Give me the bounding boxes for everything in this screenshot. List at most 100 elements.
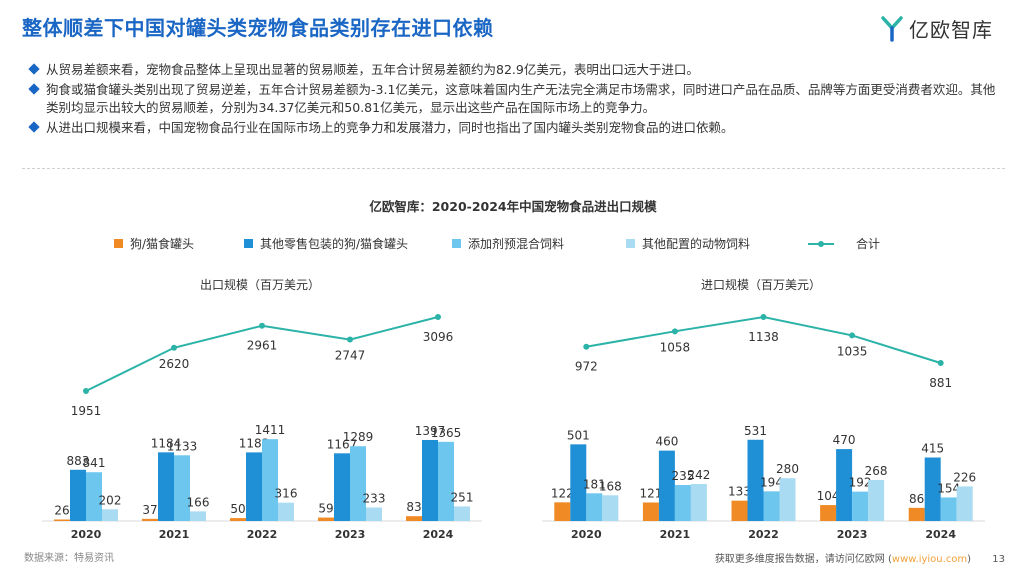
- bar-value-label: 1365: [431, 426, 462, 440]
- bar-value-label: 415: [921, 442, 944, 456]
- bar: [70, 469, 86, 521]
- bar: [868, 479, 885, 521]
- bar: [422, 439, 438, 521]
- bar: [690, 483, 707, 521]
- bar-value-label: 86: [909, 492, 924, 506]
- chart-subtitle: 进口规模（百万美元）: [701, 277, 821, 292]
- bar-value-label: 470: [833, 433, 856, 447]
- bar-value-label: 122: [551, 486, 574, 500]
- bar-value-label: 194: [760, 475, 783, 489]
- bar: [158, 452, 174, 521]
- legend-swatch: [114, 239, 123, 248]
- bullet-text: 从进出口规模来看，中国宠物食品行业在国际市场上的竞争力和发展潜力，同时也指出了国…: [46, 120, 734, 135]
- x-tick-label: 2023: [837, 528, 868, 541]
- total-point: [671, 328, 678, 335]
- bar: [779, 478, 796, 521]
- total-value-label: 1138: [748, 330, 779, 344]
- total-point: [347, 336, 353, 343]
- bar: [406, 516, 422, 521]
- bar-value-label: 233: [363, 491, 386, 505]
- bar-value-label: 104: [817, 489, 840, 503]
- bar: [102, 509, 118, 521]
- bar-value-label: 460: [655, 435, 678, 449]
- logo-text: 亿欧智库: [909, 18, 993, 42]
- total-point: [937, 360, 944, 366]
- x-tick-label: 2021: [660, 528, 691, 541]
- bar-value-label: 59: [318, 502, 333, 516]
- bar: [940, 497, 957, 521]
- x-tick-label: 2024: [925, 528, 956, 541]
- bar-value-label: 50: [230, 502, 245, 516]
- bar: [731, 500, 748, 521]
- total-value-label: 2747: [335, 349, 366, 363]
- bar: [908, 507, 925, 521]
- bar-value-label: 192: [849, 476, 872, 490]
- bar: [142, 518, 158, 521]
- total-value-label: 2620: [159, 357, 190, 371]
- total-value-label: 1951: [71, 404, 102, 418]
- bar: [570, 444, 587, 521]
- x-tick-label: 2022: [748, 528, 779, 541]
- bar-value-label: 1167: [327, 437, 358, 451]
- total-value-label: 1058: [660, 340, 691, 354]
- yiou-logo-icon: [881, 15, 903, 42]
- bar: [454, 506, 470, 521]
- bullet-item: 从进出口规模来看，中国宠物食品行业在国际市场上的竞争力和发展潜力，同时也指出了国…: [28, 119, 1005, 137]
- chart-legend: 狗/猫食罐头 其他零售包装的狗/猫食罐头 添加剂预混合饲料 其他配置的动物饲料 合计: [114, 236, 880, 251]
- bar: [674, 485, 691, 521]
- bullet-list: 从贸易差额来看，宠物食品整体上呈现出显著的贸易顺差，五年合计贸易差额约为82.9…: [28, 61, 1005, 139]
- legend-swatch: [626, 239, 635, 248]
- footer-text: 获取更多维度报告数据，请访问亿欧网 (: [714, 554, 892, 565]
- legend-marker: [818, 241, 824, 247]
- chart-area: 亿欧智库：2020-2024年中国宠物食品进出口规模 狗/猫食罐头 其他零售包装的…: [22, 168, 1005, 559]
- total-value-label: 972: [575, 360, 598, 374]
- bar: [554, 502, 571, 521]
- bar: [642, 502, 659, 521]
- total-point: [435, 314, 441, 320]
- total-point: [583, 343, 590, 350]
- bar-value-label: 1411: [255, 423, 286, 437]
- bar-value-label: 166: [187, 495, 210, 509]
- bar-value-label: 1184: [151, 436, 182, 450]
- bar: [86, 472, 102, 521]
- total-point: [83, 388, 89, 394]
- bar-value-label: 531: [744, 424, 767, 438]
- footer-link[interactable]: www.iyiou.com: [891, 554, 968, 565]
- x-tick-label: 2020: [71, 528, 102, 541]
- export-chart: 出口规模（百万美元） 26 37 50 59 83 883 1184 1183 1167 1397 8…: [42, 277, 482, 541]
- bar: [278, 502, 294, 521]
- bar: [658, 450, 675, 521]
- legend-label: 合计: [856, 236, 880, 251]
- bullet-text: 狗食或猫食罐头类别出现了贸易逆差，五年合计贸易差额为-3.1亿美元，这意味着国内…: [46, 82, 996, 115]
- total-point: [171, 344, 177, 351]
- page-number: 13: [992, 554, 1005, 565]
- diamond-bullet-icon: [28, 63, 40, 75]
- bar-value-label: 83: [406, 500, 421, 514]
- bullet-text: 从贸易差额来看，宠物食品整体上呈现出显著的贸易顺差，五年合计贸易差额约为82.9…: [46, 62, 699, 77]
- bar-value-label: 121: [639, 486, 662, 500]
- bar: [246, 452, 262, 521]
- bar: [318, 517, 334, 521]
- bar-value-label: 154: [937, 481, 960, 495]
- bar-value-label: 841: [83, 456, 106, 470]
- bar-value-label: 883: [67, 454, 90, 468]
- bar: [852, 491, 869, 521]
- x-tick-label: 2020: [571, 528, 602, 541]
- x-tick-label: 2021: [159, 528, 190, 541]
- diamond-bullet-icon: [28, 121, 40, 133]
- footer-close: ): [967, 554, 972, 565]
- bar-value-label: 1397: [415, 424, 446, 438]
- total-point: [259, 322, 265, 329]
- x-tick-label: 2024: [423, 528, 454, 541]
- bar-value-label: 235: [671, 469, 694, 483]
- bullet-item: 狗食或猫食罐头类别出现了贸易逆差，五年合计贸易差额为-3.1亿美元，这意味着国内…: [28, 81, 1005, 117]
- bar: [956, 486, 973, 521]
- legend-label: 狗/猫食罐头: [130, 236, 194, 251]
- bar-value-label: 133: [728, 485, 751, 499]
- diamond-bullet-icon: [28, 83, 40, 95]
- bar-value-label: 268: [865, 464, 888, 478]
- total-value-label: 3096: [423, 330, 454, 344]
- bar-value-label: 226: [953, 470, 976, 484]
- bar-value-label: 251: [451, 490, 474, 504]
- bar-value-label: 181: [583, 477, 606, 491]
